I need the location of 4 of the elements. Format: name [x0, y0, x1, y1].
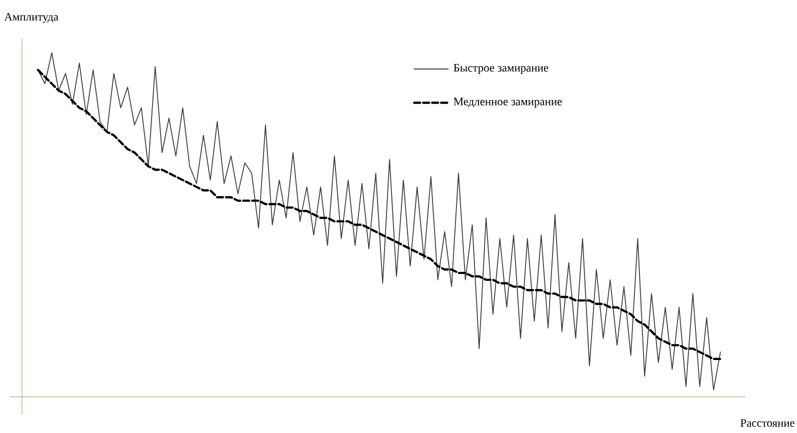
x-axis-title: Расстояние: [740, 419, 794, 427]
y-axis-title: Амплитуда: [4, 12, 58, 24]
legend-label: Быстрое замирание: [454, 64, 548, 74]
legend-label: Медленное замирание: [454, 98, 562, 108]
